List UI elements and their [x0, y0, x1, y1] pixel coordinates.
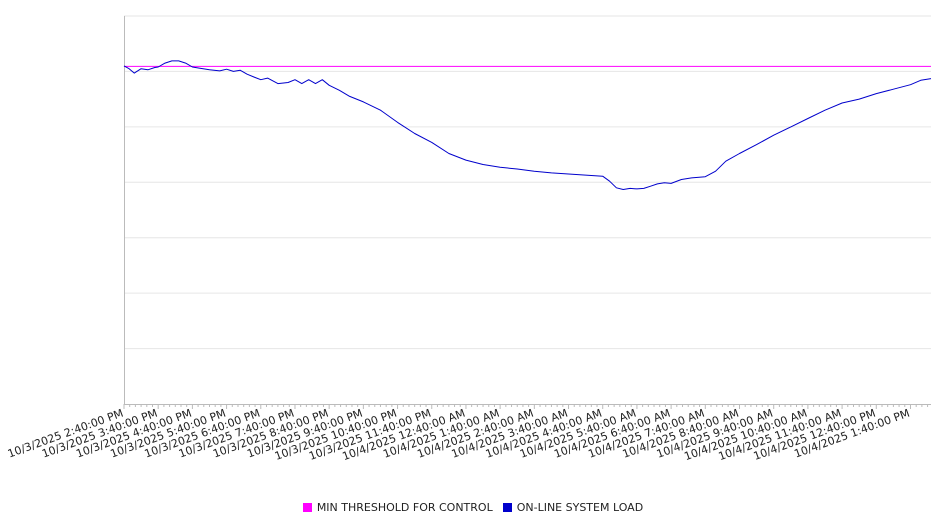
legend: MIN THRESHOLD FOR CONTROL ON-LINE SYSTEM… — [0, 498, 946, 516]
legend-item-system-load[interactable]: ON-LINE SYSTEM LOAD — [502, 500, 644, 514]
series-group — [123, 60, 932, 190]
legend-swatch-system-load — [502, 502, 512, 512]
series-line-system-load — [123, 60, 932, 190]
legend-item-min-threshold[interactable]: MIN THRESHOLD FOR CONTROL — [302, 500, 493, 514]
legend-swatch-min-threshold — [302, 502, 312, 512]
legend-label-min-threshold: MIN THRESHOLD FOR CONTROL — [316, 500, 493, 514]
grid-lines — [124, 15, 931, 350]
legend-label-system-load: ON-LINE SYSTEM LOAD — [516, 500, 644, 514]
x-axis-minor-ticks — [123, 404, 929, 409]
axes — [124, 16, 931, 405]
